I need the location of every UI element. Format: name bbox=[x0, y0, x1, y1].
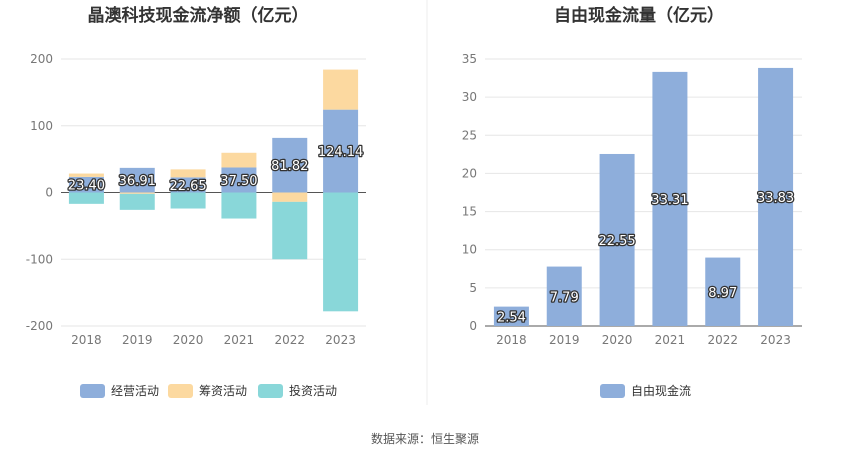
bar-投资活动 bbox=[68, 192, 104, 204]
y-tick-label: 20 bbox=[462, 166, 477, 180]
bar-自由现金流 bbox=[705, 257, 741, 326]
data-label: 2.54 bbox=[497, 310, 526, 325]
y-tick-label: 5 bbox=[469, 281, 477, 295]
data-label: 22.65 bbox=[169, 179, 206, 194]
bar-投资活动 bbox=[221, 192, 257, 219]
bar-筹资活动 bbox=[119, 192, 155, 194]
x-tick-label: 2018 bbox=[496, 333, 527, 347]
y-tick-label: 0 bbox=[469, 319, 477, 333]
y-tick-label: 15 bbox=[462, 205, 477, 219]
bar-投资活动 bbox=[323, 192, 359, 312]
data-label: 37.50 bbox=[220, 174, 257, 189]
bar-经营活动 bbox=[221, 167, 257, 193]
legend-label: 经营活动 bbox=[111, 384, 159, 398]
y-tick-label: 35 bbox=[462, 52, 477, 66]
legend-swatch bbox=[258, 384, 283, 398]
x-tick-label: 2021 bbox=[655, 333, 686, 347]
bar-筹资活动 bbox=[272, 192, 308, 202]
bar-自由现金流 bbox=[758, 67, 794, 327]
bar-经营活动 bbox=[272, 137, 308, 193]
data-label: 22.55 bbox=[598, 234, 635, 249]
legend-swatch bbox=[168, 384, 193, 398]
y-tick-label: 10 bbox=[462, 243, 477, 257]
data-label: 124.14 bbox=[318, 145, 364, 160]
data-label: 8.97 bbox=[708, 286, 737, 301]
x-tick-label: 2022 bbox=[707, 333, 738, 347]
cash-flow-net-chart: 晶澳科技现金流净额（亿元） 200 100 0 -100 -200 2018 2019 202… bbox=[26, 5, 366, 398]
legend-label: 投资活动 bbox=[289, 383, 337, 398]
x-tick-label: 2023 bbox=[325, 333, 356, 347]
bar-自由现金流 bbox=[546, 266, 582, 326]
data-label: 33.83 bbox=[757, 191, 794, 206]
data-label: 36.91 bbox=[119, 174, 156, 189]
x-tick-label: 2019 bbox=[549, 333, 580, 347]
y-tick-label: 0 bbox=[45, 186, 53, 200]
bar-投资活动 bbox=[119, 193, 155, 210]
legend-label: 筹资活动 bbox=[199, 384, 247, 398]
free-cash-flow-chart: 自由现金流量（亿元） 0 5 10 15 20 25 30 35 2018 2019 2020 202… bbox=[462, 5, 802, 398]
data-label: 7.79 bbox=[550, 290, 579, 305]
y-tick-label: -200 bbox=[26, 319, 53, 333]
bar-自由现金流 bbox=[652, 71, 688, 326]
bar-经营活动 bbox=[170, 177, 206, 193]
y-tick-label: 200 bbox=[30, 52, 53, 66]
bar-投资活动 bbox=[170, 192, 206, 209]
x-tick-label: 2020 bbox=[602, 333, 633, 347]
data-label: 23.40 bbox=[68, 179, 105, 194]
y-tick-label: -100 bbox=[26, 252, 53, 266]
bar-经营活动 bbox=[119, 167, 155, 193]
legend-swatch bbox=[600, 384, 625, 398]
legend-swatch bbox=[80, 384, 105, 398]
y-tick-label: 100 bbox=[30, 119, 53, 133]
bar-自由现金流 bbox=[493, 306, 529, 326]
data-label: 33.31 bbox=[651, 193, 688, 208]
x-tick-label: 2018 bbox=[71, 333, 102, 347]
bar-经营活动 bbox=[323, 109, 359, 193]
x-tick-label: 2020 bbox=[173, 333, 204, 347]
chart-title: 自由现金流量（亿元） bbox=[554, 5, 724, 26]
x-tick-label: 2023 bbox=[760, 333, 791, 347]
bar-投资活动 bbox=[272, 201, 308, 260]
data-label: 81.82 bbox=[271, 159, 308, 174]
bar-自由现金流 bbox=[599, 153, 635, 326]
data-source-footer: 数据来源：恒生聚源 bbox=[371, 431, 479, 446]
y-tick-label: 30 bbox=[462, 90, 477, 104]
x-tick-label: 2021 bbox=[224, 333, 255, 347]
y-tick-label: 25 bbox=[462, 128, 477, 142]
x-tick-label: 2022 bbox=[274, 333, 305, 347]
bar-筹资活动 bbox=[221, 152, 257, 168]
bar-筹资活动 bbox=[170, 169, 206, 178]
bar-经营活动 bbox=[68, 176, 104, 193]
bar-筹资活动 bbox=[68, 173, 104, 177]
x-tick-label: 2019 bbox=[122, 333, 153, 347]
chart-title: 晶澳科技现金流净额（亿元） bbox=[88, 5, 309, 26]
legend-label: 自由现金流 bbox=[631, 383, 691, 398]
bar-筹资活动 bbox=[323, 69, 359, 110]
